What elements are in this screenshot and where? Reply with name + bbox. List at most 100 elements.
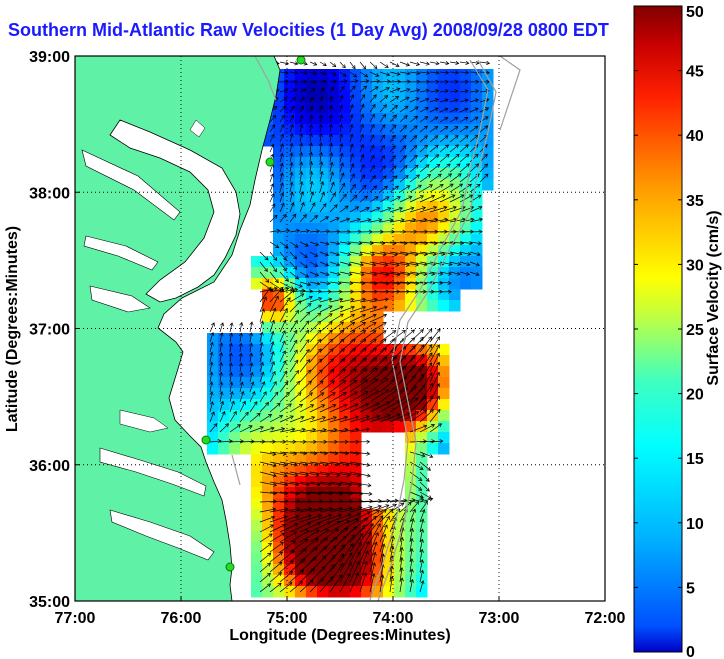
velocity-vector (329, 392, 347, 403)
velocity-vector (279, 582, 293, 593)
velocity-vector (319, 348, 334, 363)
velocity-vector (329, 313, 344, 323)
velocity-cell (405, 157, 417, 169)
velocity-vector (279, 229, 290, 233)
x-ticks: 77:00 76:00 75:00 74:00 73:00 72:00 (55, 596, 626, 627)
velocity-vector-head (343, 403, 348, 408)
velocity-cell (273, 421, 285, 433)
velocity-vector-head (282, 267, 287, 272)
velocity-cell (471, 91, 483, 103)
velocity-vector (419, 580, 424, 593)
velocity-cell (295, 113, 307, 125)
velocity-cell (361, 168, 373, 180)
velocity-vector-head (402, 365, 407, 370)
velocity-vector (339, 306, 355, 313)
velocity-vector-head (354, 403, 359, 408)
velocity-vector-head (315, 242, 320, 247)
velocity-vector-head (228, 342, 233, 347)
velocity-vector-head (294, 79, 298, 84)
velocity-vector (369, 322, 387, 333)
velocity-vector (419, 195, 435, 203)
velocity-cell (284, 465, 296, 477)
velocity-vector (399, 219, 416, 223)
velocity-vector-head (221, 410, 226, 416)
velocity-vector (369, 261, 388, 266)
velocity-cell (339, 124, 351, 136)
velocity-vector (299, 381, 312, 393)
velocity-vector-head (369, 523, 374, 528)
velocity-cell (306, 553, 318, 565)
velocity-cell (427, 289, 439, 301)
velocity-vector-head (415, 281, 420, 286)
velocity-vector-head (419, 528, 425, 533)
velocity-vector (349, 218, 361, 223)
velocity-vector-head (444, 107, 449, 112)
velocity-vector (329, 251, 340, 256)
velocity-vector-head (280, 202, 285, 207)
velocity-vector (369, 414, 391, 423)
velocity-vector (369, 523, 381, 543)
velocity-vector-head (475, 262, 480, 267)
velocity-cell (295, 289, 307, 301)
velocity-vector (429, 336, 440, 353)
velocity-vector-head (447, 271, 452, 276)
velocity-vector-head (295, 309, 299, 314)
velocity-vector (269, 402, 281, 413)
velocity-cell (218, 355, 230, 367)
velocity-vector (429, 409, 441, 423)
velocity-cell (328, 135, 340, 147)
velocity-vector (389, 365, 407, 383)
velocity-vector-head (365, 415, 370, 420)
velocity-vector-head (336, 229, 341, 234)
velocity-vector-head (209, 381, 214, 386)
velocity-vector-head (436, 163, 441, 168)
velocity-vector-head (261, 439, 266, 444)
velocity-cell (251, 421, 263, 433)
velocity-cell (427, 157, 439, 169)
velocity-cell (361, 344, 373, 356)
velocity-vector-head (363, 85, 368, 90)
velocity-vector (259, 308, 265, 323)
velocity-vector (279, 182, 283, 193)
velocity-vector (279, 106, 286, 113)
velocity-cell (317, 542, 329, 554)
velocity-vector-head (271, 319, 276, 324)
velocity-vector-head (249, 352, 254, 357)
velocity-vector-head (433, 205, 438, 210)
velocity-vector (309, 241, 319, 246)
velocity-vector (339, 313, 355, 323)
velocity-vector-head (465, 60, 470, 66)
velocity-vector-head (308, 295, 313, 300)
velocity-vector (269, 391, 279, 403)
velocity-vector (289, 97, 296, 103)
velocity-vector-head (270, 351, 275, 356)
velocity-vector (429, 90, 439, 93)
velocity-vector-head (416, 88, 421, 93)
velocity-vector (349, 322, 366, 333)
velocity-vector-head (275, 244, 280, 248)
velocity-vector-head (370, 134, 375, 139)
velocity-vector (359, 378, 379, 393)
velocity-cell (284, 509, 296, 521)
velocity-cell (449, 157, 461, 169)
velocity-vector-head (352, 348, 357, 353)
velocity-vector-head (297, 392, 302, 397)
velocity-vector (429, 251, 445, 255)
velocity-vector-head (449, 183, 454, 188)
velocity-cell (471, 168, 483, 180)
velocity-vector (269, 451, 287, 455)
velocity-vector-head (454, 135, 459, 140)
velocity-cell (449, 135, 461, 147)
velocity-vector (359, 339, 377, 353)
velocity-vector-head (302, 214, 307, 219)
velocity-vector-head (444, 126, 449, 130)
velocity-cell (361, 245, 373, 257)
velocity-cell (416, 399, 428, 411)
velocity-vector (279, 214, 287, 223)
velocity-vector-head (374, 531, 379, 537)
velocity-cell (394, 520, 406, 532)
velocity-vector (259, 508, 276, 513)
velocity-cell (372, 113, 384, 125)
velocity-cell (372, 190, 384, 202)
